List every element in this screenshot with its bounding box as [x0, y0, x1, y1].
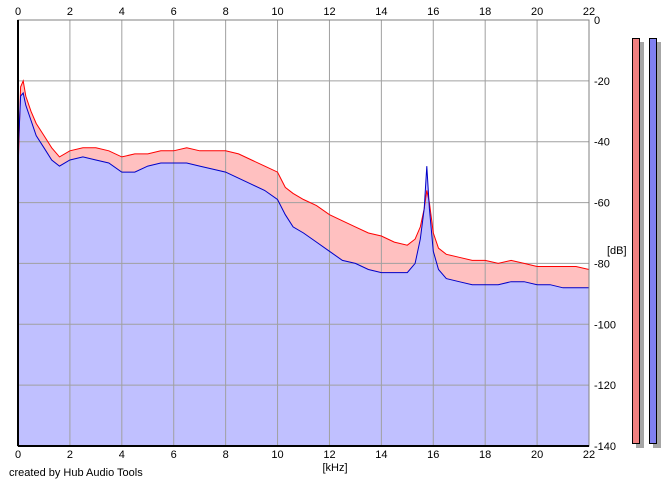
right-level-meter-shadow: [653, 42, 661, 448]
y-tick-label: -80: [594, 258, 610, 270]
y-axis-label: [dB]: [607, 245, 627, 257]
x-tick-label-top: 10: [271, 6, 283, 18]
y-tick-label: -60: [594, 198, 610, 210]
x-tick-label-bottom: 20: [531, 449, 543, 461]
x-tick-label-bottom: 0: [15, 449, 21, 461]
x-tick-label-top: 6: [171, 6, 177, 18]
x-tick-label-bottom: 12: [323, 449, 335, 461]
axes-frame: [17, 19, 590, 447]
x-tick-label-top: 20: [531, 6, 543, 18]
x-axis-label: [kHz]: [322, 462, 347, 474]
y-tick-label: -120: [594, 380, 616, 392]
x-tick-label-top: 14: [375, 6, 387, 18]
spectrum-lines: [17, 79, 590, 289]
left-channel-line: [17, 79, 590, 270]
x-tick-label-bottom: 4: [119, 449, 125, 461]
left-channel-level-meter: [632, 38, 640, 444]
x-tick-label-bottom: 6: [171, 449, 177, 461]
x-tick-label-bottom: 16: [427, 449, 439, 461]
x-tick-label-top: 2: [67, 6, 73, 18]
x-tick-label-bottom: 22: [583, 449, 595, 461]
y-tick-label: -100: [594, 319, 616, 331]
y-tick-label: 0: [594, 15, 600, 27]
left-level-meter-shadow: [636, 42, 644, 448]
x-tick-label-top: 0: [15, 6, 21, 18]
y-tick-labels: 0 -20 -40 -60 -80 -100 -120 -140: [594, 15, 616, 453]
y-tick-label: -40: [594, 137, 610, 149]
x-tick-label-bottom: 10: [271, 449, 283, 461]
x-tick-label-bottom: 8: [223, 449, 229, 461]
x-tick-label-top: 8: [223, 6, 229, 18]
x-tick-label-bottom: 2: [67, 449, 73, 461]
x-tick-label-top: 4: [119, 6, 125, 18]
x-tick-label-top: 16: [427, 6, 439, 18]
x-tick-labels-top: 0 2 4 6 8 10 12 14 16 18 20 22: [15, 6, 595, 18]
x-tick-label-top: 22: [583, 6, 595, 18]
y-tick-label: -20: [594, 76, 610, 88]
y-tick-label: -140: [594, 441, 616, 453]
x-tick-label-top: 18: [479, 6, 491, 18]
right-channel-fill: [18, 93, 589, 446]
x-tick-label-bottom: 18: [479, 449, 491, 461]
x-tick-labels-bottom: 0 2 4 6 8 10 12 14 16 18 20 22: [15, 449, 595, 461]
right-channel-line: [17, 91, 589, 289]
x-tick-label-bottom: 14: [375, 449, 387, 461]
right-channel-level-meter: [649, 38, 657, 444]
credit-text: created by Hub Audio Tools: [9, 467, 143, 479]
x-tick-label-top: 12: [323, 6, 335, 18]
